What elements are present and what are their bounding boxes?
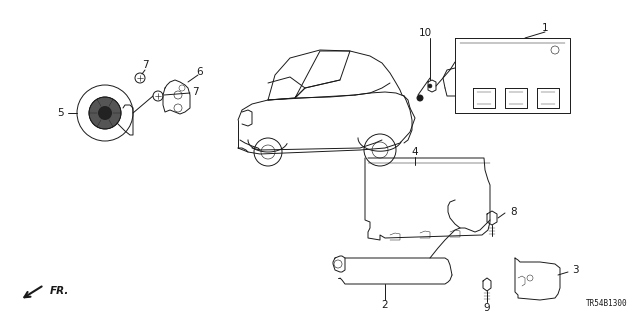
- Text: 4: 4: [412, 147, 419, 157]
- Circle shape: [417, 95, 423, 101]
- Text: 9: 9: [484, 303, 490, 313]
- Text: 3: 3: [572, 265, 579, 275]
- Circle shape: [98, 106, 112, 120]
- Text: 6: 6: [196, 67, 204, 77]
- Text: 1: 1: [541, 23, 548, 33]
- Circle shape: [89, 97, 121, 129]
- Text: 5: 5: [57, 108, 63, 118]
- Text: 2: 2: [381, 300, 388, 310]
- Text: 8: 8: [510, 207, 516, 217]
- Circle shape: [428, 84, 432, 88]
- Text: 10: 10: [419, 28, 431, 38]
- Text: FR.: FR.: [50, 286, 69, 296]
- Text: 7: 7: [141, 60, 148, 70]
- Text: 7: 7: [192, 87, 198, 97]
- Text: TR54B1300: TR54B1300: [586, 299, 628, 308]
